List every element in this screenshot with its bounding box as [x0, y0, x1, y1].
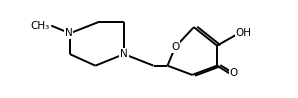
Text: N: N: [120, 49, 128, 59]
Text: CH₃: CH₃: [31, 21, 50, 31]
Text: O: O: [229, 68, 238, 78]
Text: OH: OH: [236, 28, 252, 38]
Text: O: O: [171, 42, 179, 52]
Text: N: N: [65, 28, 72, 38]
